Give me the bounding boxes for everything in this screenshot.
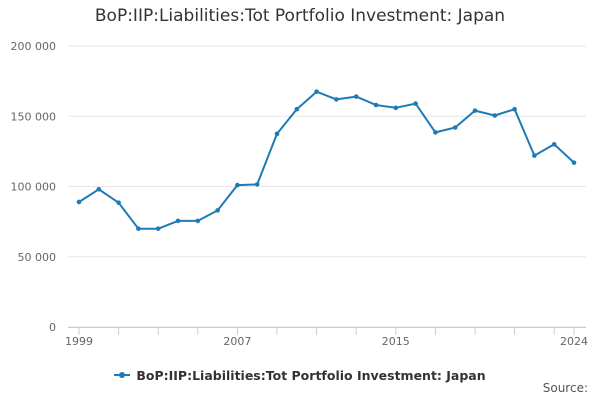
- x-tick-label: 2007: [223, 335, 251, 348]
- legend-line-marker-icon: [114, 372, 131, 378]
- data-point[interactable]: [551, 142, 557, 147]
- source-label: Source:: [542, 381, 588, 395]
- grid-layer: [68, 45, 586, 328]
- data-point[interactable]: [353, 94, 359, 99]
- axis-layer: 0 50 000 100 000 150 000 200 000 1999 2007 2015…: [11, 40, 589, 348]
- x-tick-label: 2015: [382, 335, 410, 348]
- legend-label: BoP:IIP:Liabilities:Tot Portfolio Invest…: [136, 367, 486, 383]
- data-point[interactable]: [393, 105, 399, 111]
- data-point[interactable]: [532, 153, 537, 158]
- data-point[interactable]: [116, 200, 121, 205]
- data-point[interactable]: [76, 199, 82, 205]
- y-tick-label: 100 000: [11, 181, 57, 194]
- data-point[interactable]: [136, 226, 141, 231]
- data-point[interactable]: [314, 89, 319, 94]
- data-point[interactable]: [96, 187, 102, 192]
- data-point[interactable]: [155, 226, 161, 231]
- data-point[interactable]: [235, 182, 240, 188]
- data-point[interactable]: [274, 131, 280, 137]
- data-point[interactable]: [571, 160, 577, 165]
- data-point[interactable]: [413, 101, 418, 106]
- x-tick-label: 2024: [560, 335, 588, 348]
- series-line: [78, 90, 575, 230]
- data-point[interactable]: [294, 106, 300, 112]
- y-tick-label: 150 000: [11, 110, 57, 123]
- legend-item-japan[interactable]: BoP:IIP:Liabilities:Tot Portfolio Invest…: [114, 367, 486, 383]
- data-point[interactable]: [175, 218, 181, 224]
- x-tick-label: 1999: [65, 335, 93, 348]
- data-point[interactable]: [452, 125, 458, 130]
- chart-title: BoP:IIP:Liabilities:Tot Portfolio Invest…: [94, 6, 506, 26]
- data-point[interactable]: [195, 218, 201, 224]
- data-point[interactable]: [492, 113, 498, 118]
- data-point[interactable]: [433, 130, 438, 135]
- series-layer: [76, 89, 577, 231]
- data-point[interactable]: [254, 182, 260, 187]
- y-tick-label: 200 000: [11, 40, 57, 53]
- data-point[interactable]: [334, 97, 339, 102]
- y-tick-label: 50 000: [18, 251, 57, 264]
- data-point[interactable]: [472, 108, 478, 113]
- legend: BoP:IIP:Liabilities:Tot Portfolio Invest…: [0, 364, 600, 383]
- data-point[interactable]: [215, 208, 220, 213]
- data-point[interactable]: [373, 102, 379, 108]
- data-point[interactable]: [512, 106, 517, 112]
- y-tick-label: 0: [49, 321, 56, 334]
